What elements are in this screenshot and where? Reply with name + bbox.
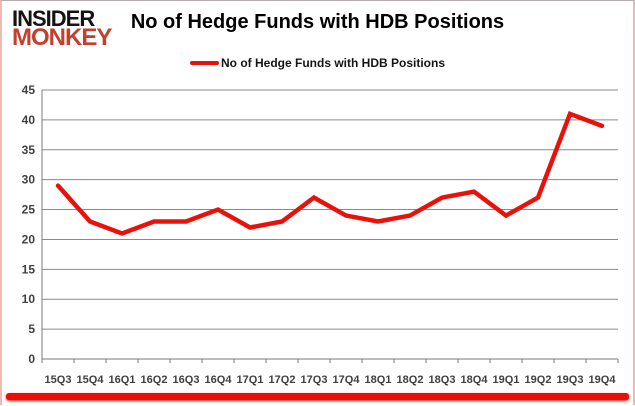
x-axis-tick-label: 16Q3: [173, 374, 200, 386]
legend-label: No of Hedge Funds with HDB Positions: [221, 56, 445, 70]
y-axis-tick-label: 0: [28, 352, 35, 366]
y-axis-tick-label: 30: [22, 173, 36, 187]
x-axis-tick-label: 19Q4: [589, 374, 617, 386]
chart-legend: No of Hedge Funds with HDB Positions: [2, 55, 633, 71]
legend-line-marker: [190, 61, 219, 65]
x-axis-tick-label: 16Q1: [109, 374, 136, 386]
x-axis-tick-label: 16Q4: [205, 374, 233, 386]
x-axis-tick-label: 18Q4: [461, 374, 489, 386]
x-axis-tick-label: 17Q3: [301, 374, 328, 386]
y-axis-tick-label: 20: [22, 232, 36, 246]
x-axis-tick-label: 18Q1: [365, 374, 392, 386]
x-axis-tick-label: 19Q3: [557, 374, 584, 386]
x-axis-tick-label: 17Q4: [333, 374, 361, 386]
x-axis-tick-label: 19Q2: [525, 374, 552, 386]
x-axis-tick-label: 17Q1: [237, 374, 264, 386]
x-axis-tick-label: 15Q3: [45, 374, 72, 386]
y-axis-tick-label: 10: [22, 292, 36, 306]
x-axis-tick-label: 18Q3: [429, 374, 456, 386]
x-axis-tick-label: 19Q1: [493, 374, 520, 386]
y-axis-tick-label: 45: [22, 83, 36, 97]
chart-title: No of Hedge Funds with HDB Positions: [130, 11, 505, 33]
series-line: [55, 111, 605, 236]
y-axis-tick-label: 40: [22, 113, 36, 127]
x-axis-tick-label: 18Q2: [397, 374, 424, 386]
y-axis-tick-label: 15: [22, 262, 36, 276]
insider-monkey-logo: INSIDER MONKEY: [12, 6, 112, 52]
logo-text-insider: INSIDER: [12, 6, 95, 31]
x-axis-tick-label: 15Q4: [77, 374, 105, 386]
y-axis-tick-label: 5: [28, 322, 35, 336]
y-axis-tick-label: 35: [22, 143, 36, 157]
x-axis-tick-label: 17Q2: [269, 374, 296, 386]
x-axis-tick-label: 16Q2: [141, 374, 168, 386]
logo-text-monkey: MONKEY: [12, 24, 112, 52]
y-axis-tick-label: 25: [22, 203, 36, 217]
bottom-red-bar: [6, 393, 629, 400]
